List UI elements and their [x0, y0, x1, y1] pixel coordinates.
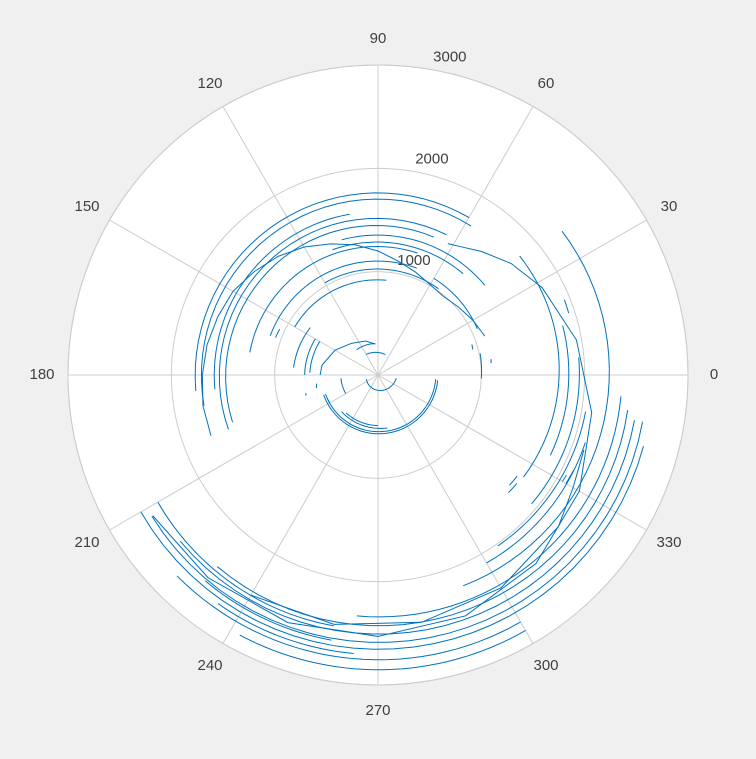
angle-tick-label: 300: [533, 657, 558, 674]
angle-tick-label: 240: [197, 657, 222, 674]
angle-tick-label: 180: [29, 366, 54, 383]
angle-tick-label: 30: [661, 198, 678, 215]
polar-chart-svg: 0306090120150180210240270300330100020003…: [0, 0, 756, 759]
angle-tick-label: 210: [74, 534, 99, 551]
angle-tick-label: 90: [370, 30, 387, 47]
radial-tick-label: 3000: [433, 49, 466, 66]
angle-tick-label: 330: [656, 534, 681, 551]
angle-tick-label: 60: [538, 75, 555, 92]
angle-tick-label: 270: [365, 702, 390, 719]
polar-chart: 0306090120150180210240270300330100020003…: [0, 0, 756, 759]
angle-tick-label: 150: [74, 198, 99, 215]
angle-tick-label: 0: [710, 366, 718, 383]
radial-tick-label: 2000: [415, 150, 448, 167]
angle-tick-label: 120: [197, 75, 222, 92]
